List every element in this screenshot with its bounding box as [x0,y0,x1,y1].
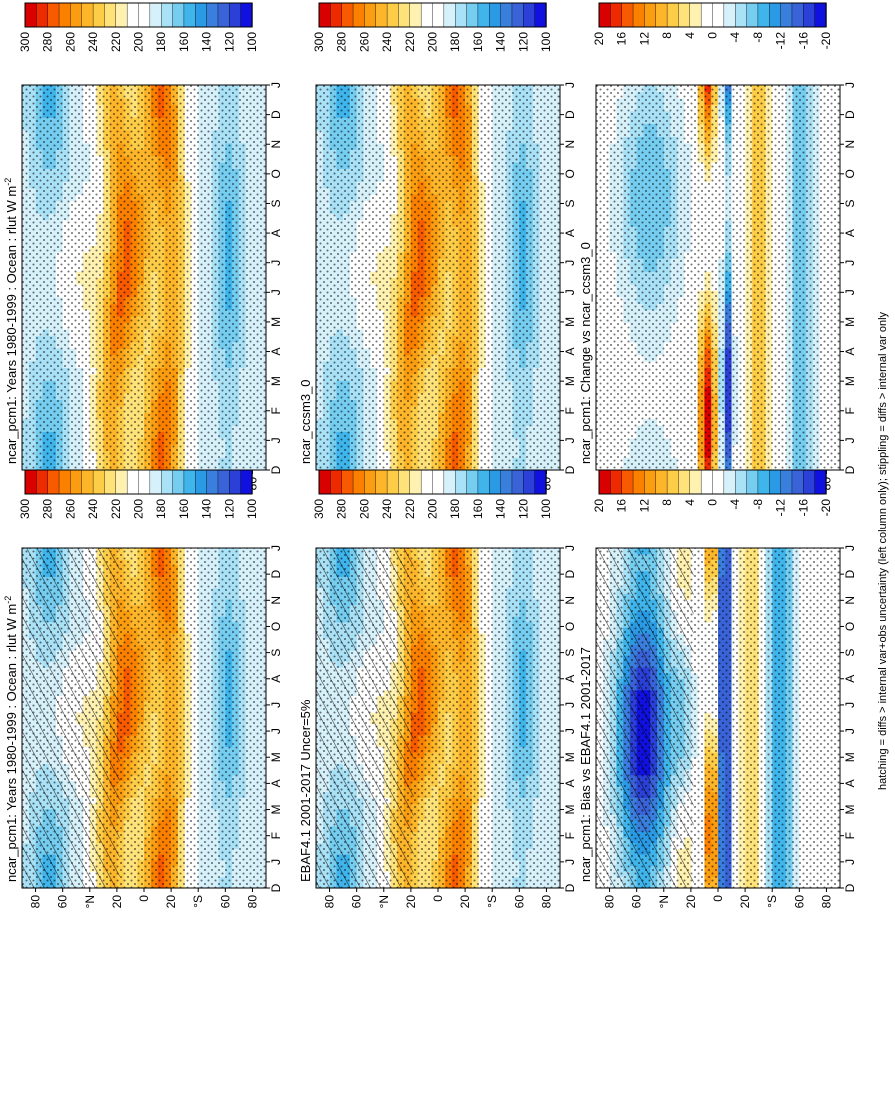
month-tick-label: J [269,859,283,865]
lat-tick-label: 60 [56,895,70,909]
lat-tick-label: 20 [110,895,124,909]
panel-title: ncar_pcm1: Years 1980-1999 : Ocean : rlu… [3,178,19,464]
lat-tick-label: 60 [218,895,232,909]
month-tick-label: J [269,260,283,266]
lat-tick-label: 20 [164,895,178,909]
month-tick-label: J [269,728,283,734]
month-tick-label: J [269,702,283,708]
month-tick-label: F [269,832,283,839]
month-tick-label: A [269,675,283,683]
month-tick-label: F [269,407,283,414]
title-superscript: -2 [3,178,13,186]
stippling-overlay [22,85,266,470]
month-tick-label: A [269,779,283,787]
month-tick-label: N [269,140,283,149]
panel-3: EBAF4.1 2001-2017 Uncer=5%80 60 °N 20 0 20 °S 6… [298,545,577,908]
month-tick-label: M [269,317,283,327]
month-tick-label: D [269,569,283,578]
panel-title: ncar_pcm1: Years 1980-1999 : Ocean : rlu… [3,596,19,882]
lat-tick-label: 0 [137,895,151,902]
hatching-overlay [22,548,120,888]
month-tick-label: J [269,545,283,551]
month-tick-label: M [269,752,283,762]
month-tick-label: J [269,82,283,88]
title-superscript: -2 [3,596,13,604]
month-tick-label: M [269,805,283,815]
month-tick-label: N [269,596,283,605]
month-tick-label: D [269,883,283,892]
month-tick-label: S [269,199,283,207]
lat-tick-label: 80 [29,895,43,909]
month-tick-label: A [269,229,283,237]
month-tick-label: J [269,437,283,443]
month-tick-label: O [269,622,283,631]
month-tick-label: D [269,465,283,474]
month-tick-label: D [269,110,283,119]
lat-tick-label: 80 [245,895,259,909]
panel-1: ncar_pcm1: Years 1980-1999 : Ocean : rlu… [3,545,283,908]
month-tick-label: M [269,376,283,386]
month-tick-label: S [269,649,283,657]
panel-2: ncar_pcm1: Years 1980-1999 : Ocean : rlu… [3,82,283,490]
lat-tick-label: °S [191,895,205,908]
month-tick-label: O [269,169,283,178]
lat-tick-label: °N [83,895,97,908]
month-tick-label: J [269,289,283,295]
month-tick-label: A [269,348,283,356]
